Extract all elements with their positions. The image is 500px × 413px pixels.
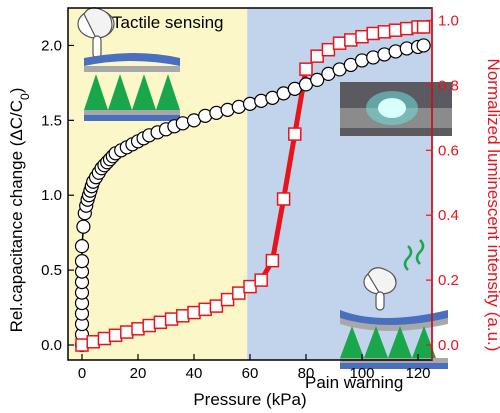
point-square-27 (377, 25, 392, 39)
tactile-sensor-illustration (77, 7, 180, 121)
point-square-18 (276, 192, 291, 206)
point-square-26 (366, 26, 380, 41)
y-right-tick-label: 0.0 (438, 337, 459, 354)
y-left-tick-label: 1.0 (41, 187, 62, 204)
y-right-tick-label: 0.2 (438, 272, 459, 289)
x-tick-label: 80 (298, 365, 315, 382)
point-square-7 (153, 315, 168, 330)
point-square-8 (164, 312, 179, 326)
point-square-20 (299, 62, 313, 76)
point-square-24 (344, 33, 358, 47)
point-square-2 (97, 331, 112, 346)
region-label-tactile: Tactile sensing (112, 13, 224, 32)
x-tick-label: 100 (349, 365, 374, 382)
y-left-tick-label: 1.5 (41, 112, 62, 129)
axes-layer: 0 20 40 60 80 100 120 0.0 0.5 1.0 1.5 2.0 0.0 0.2 0.4 0… (41, 8, 459, 382)
point-square-11 (198, 302, 212, 317)
x-axis-title: Pressure (kPa) (193, 390, 306, 409)
point-square-14 (232, 286, 246, 300)
point-circle-47 (310, 72, 325, 87)
y-right-tick-label: 0.8 (438, 77, 459, 94)
y-axis-title-left: Rel.capacitance change (ΔC/C0) (7, 88, 32, 333)
region-1 (247, 8, 432, 360)
point-square-5 (131, 322, 145, 336)
y-right-tick-label: 0.6 (438, 142, 459, 159)
point-square-10 (187, 305, 201, 320)
x-tick-label: 120 (405, 365, 430, 382)
point-square-4 (120, 325, 134, 339)
point-circle-10 (76, 219, 91, 234)
point-square-21 (310, 49, 324, 63)
point-square-12 (209, 299, 224, 313)
y-axis-title-right: Normalized luminescent intensity (a.u.) (484, 59, 500, 352)
y-left-tick-label: 0.5 (41, 262, 62, 279)
point-square-9 (176, 309, 190, 323)
point-square-0 (75, 338, 89, 352)
x-tick-label: 0 (78, 365, 86, 382)
x-tick-label: 40 (186, 365, 203, 382)
point-square-3 (108, 328, 123, 343)
x-tick-label: 60 (242, 365, 259, 382)
point-circle-57 (416, 38, 431, 53)
luminescence-photo (340, 82, 452, 136)
point-circle-9 (74, 239, 90, 254)
point-square-31 (416, 20, 431, 34)
point-square-19 (288, 127, 302, 141)
point-square-28 (388, 23, 403, 37)
point-square-22 (321, 42, 336, 57)
y-left-tick-label: 2.0 (41, 37, 62, 54)
point-square-6 (142, 318, 156, 333)
marker-layer (74, 20, 431, 353)
point-square-13 (220, 292, 235, 307)
point-circle-8 (74, 254, 90, 269)
point-square-17 (265, 253, 280, 268)
point-square-1 (86, 335, 100, 349)
x-tick-label: 20 (130, 365, 147, 382)
point-square-29 (400, 21, 414, 36)
y-left-tick-label: 0.0 (41, 337, 62, 354)
point-square-23 (332, 36, 347, 50)
y-right-tick-label: 0.4 (438, 207, 459, 224)
point-square-15 (243, 279, 257, 294)
region-label-pain: Pain warning (305, 373, 403, 392)
point-square-25 (355, 29, 369, 44)
y-right-tick-label: 1.0 (438, 12, 459, 29)
point-square-16 (254, 273, 268, 287)
